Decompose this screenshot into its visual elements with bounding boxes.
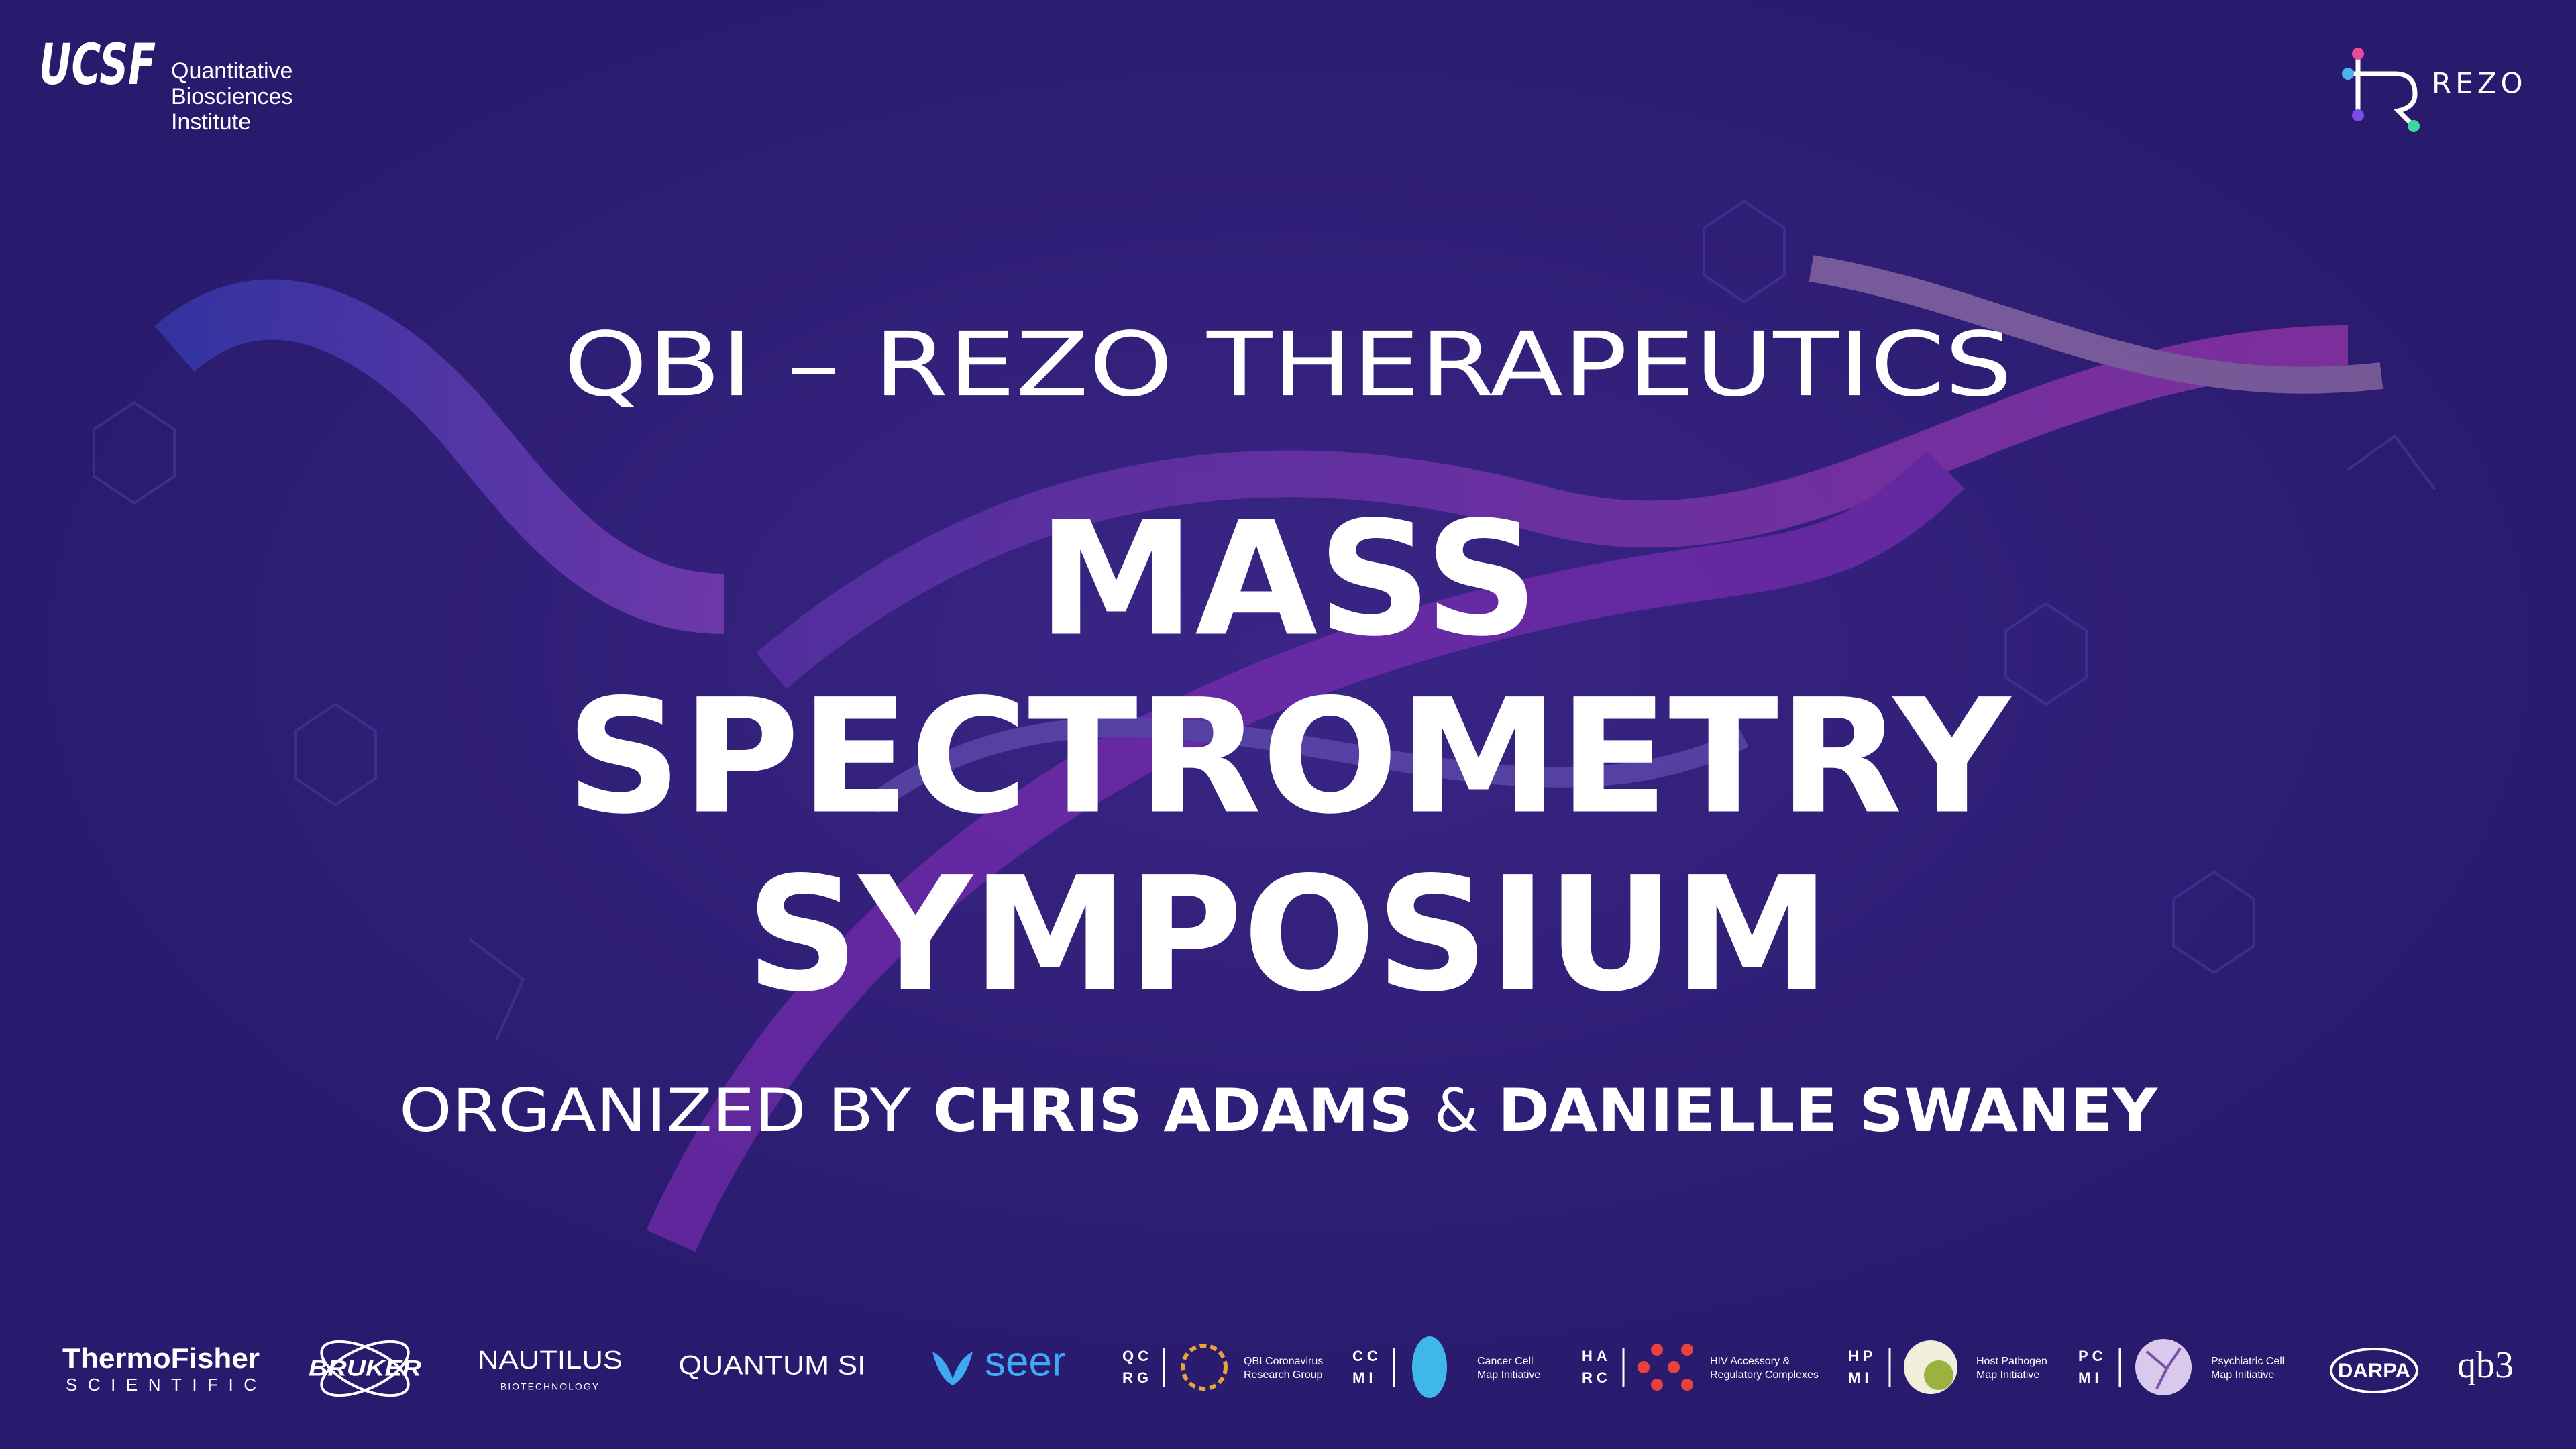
organizers-prefix: ORGANIZED BY	[399, 1076, 911, 1145]
initiative-label: Map Initiative	[1477, 1369, 1540, 1381]
sheet-ribbon	[646, 450, 1965, 1252]
rezo-logo: REZO	[2432, 67, 2527, 100]
node	[1651, 1344, 1663, 1356]
initiative-letters: HA	[1582, 1348, 1611, 1364]
initiative-label: HIV Accessory &	[1710, 1356, 1790, 1367]
node	[1681, 1344, 1693, 1356]
organizers-joiner: &	[1434, 1076, 1479, 1145]
initiative-label: Host Pathogen	[1976, 1356, 2047, 1367]
helix-ribbon	[154, 279, 726, 634]
seer-icon	[932, 1352, 973, 1385]
sponsor-name: seer	[985, 1338, 1066, 1385]
darpa-ring	[2330, 1348, 2418, 1393]
bruker-orbit	[320, 1340, 410, 1397]
ucsf-line: Institute	[171, 109, 251, 135]
coil-ribbon	[1809, 255, 2383, 394]
rezo-icon	[2342, 48, 2420, 132]
initiative-icon-lines	[2145, 1347, 2182, 1389]
bond-lines	[93, 199, 2436, 1040]
initiative-letters: RG	[1122, 1369, 1152, 1386]
ucsf-logo: UCSF	[39, 32, 156, 97]
sponsor-name: BRUKER	[309, 1356, 421, 1380]
initiative-letters: QC	[1122, 1348, 1152, 1364]
rezo-dot	[2342, 68, 2354, 80]
initiative-letters: HP	[1848, 1348, 1877, 1364]
node	[1651, 1379, 1663, 1391]
ucsf-line: Quantitative	[171, 58, 292, 84]
sponsor-sub: BIOTECHNOLOGY	[500, 1381, 600, 1392]
sponsor-name: NAUTILUS	[478, 1346, 623, 1375]
organizer-name: DANIELLE SWANEY	[1498, 1076, 2158, 1145]
bruker-orbit	[320, 1340, 410, 1397]
rezo-dot	[2352, 48, 2364, 60]
initiative-label: Regulatory Complexes	[1710, 1369, 1819, 1381]
initiative-icon	[1924, 1360, 1953, 1390]
event-title-line: SYMPOSIUM	[746, 843, 1830, 1026]
sponsor-name: qb3	[2457, 1344, 2514, 1386]
sponsor-name: DARPA	[2338, 1360, 2410, 1382]
coil-ribbon	[866, 716, 1749, 814]
rezo-dot	[2352, 109, 2364, 121]
event-title-line: MASS	[1038, 488, 1539, 671]
initiative-label: Map Initiative	[2211, 1369, 2274, 1381]
sponsor-name: ThermoFisher	[62, 1342, 260, 1374]
event-title-line: SPECTROMETRY	[566, 665, 2012, 849]
initiative-label: Research Group	[1244, 1369, 1322, 1381]
initiative-letters: PC	[2078, 1348, 2107, 1364]
initiative-letters: MI	[1352, 1369, 1377, 1386]
node	[1681, 1379, 1693, 1391]
rezo-mark	[2351, 59, 2418, 126]
initiative-letters: MI	[1848, 1369, 1872, 1386]
protein-illustration	[154, 255, 2383, 1252]
ucsf-line: Biosciences	[171, 84, 292, 109]
molecule-sticks	[93, 199, 2436, 1040]
sponsor-name: QUANTUM SI	[679, 1351, 866, 1381]
initiative-label: QBI Coronavirus	[1244, 1356, 1323, 1367]
rezo-dot	[2408, 120, 2420, 132]
initiative-letters: RC	[1582, 1369, 1611, 1386]
organizer-name: CHRIS ADAMS	[933, 1076, 1413, 1145]
event-kicker: QBI – REZO THERAPEUTICS	[564, 313, 2012, 417]
initiative-label: Map Initiative	[1976, 1369, 2039, 1381]
sheet-ribbon	[756, 325, 2349, 689]
initiative-label: Psychiatric Cell	[2211, 1356, 2284, 1367]
initiative-letters: MI	[2078, 1369, 2102, 1386]
initiative-icon	[1638, 1344, 1693, 1391]
initiative-icon	[1412, 1336, 1447, 1398]
initiative-label: Cancer Cell	[1477, 1356, 1534, 1367]
node	[1638, 1361, 1650, 1373]
initiative-icon	[1181, 1344, 1228, 1391]
initiative-letters: CC	[1352, 1348, 1382, 1364]
node	[1668, 1361, 1680, 1373]
